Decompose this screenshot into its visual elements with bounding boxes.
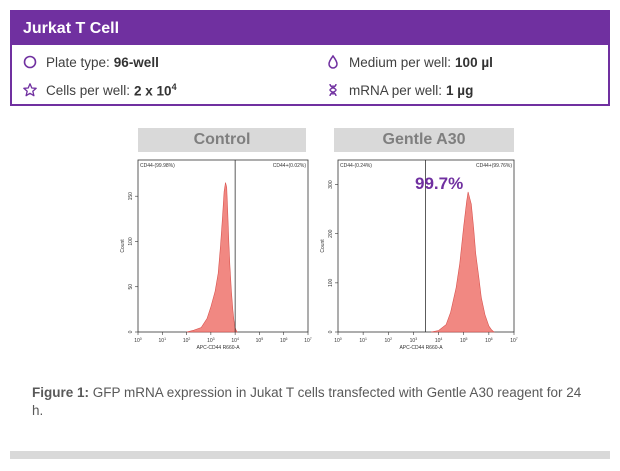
info-card: Jurkat T Cell Plate type: 96-well Medium… (10, 10, 610, 106)
mrna-item: mRNA per well: 1 µg (325, 82, 473, 98)
chart-2-x-tick-base-0: 10 (334, 338, 340, 344)
chart-1-x-tick-label-2: 102 (183, 337, 191, 344)
chart-2-x-tick-base-6: 10 (485, 338, 491, 344)
cells-value-base: 2 x 10 (134, 83, 172, 99)
chart-2-x-tick-exp-3: 3 (415, 337, 417, 341)
plate-type-label: Plate type: (46, 54, 110, 70)
droplet-icon (325, 54, 341, 70)
chart-2-x-tick-exp-6: 6 (491, 337, 493, 341)
chart-2-x-tick-exp-1: 1 (365, 337, 367, 341)
chart-2-x-tick-label-0: 100 (334, 337, 342, 344)
chart-2-y-tick-label-3: 300 (328, 180, 334, 189)
chart-1-x-tick-exp-5: 5 (261, 337, 263, 341)
medium-item: Medium per well: 100 µl (325, 54, 493, 70)
chart-2-x-tick-base-2: 10 (385, 338, 391, 344)
chart-2-x-tick-label-3: 103 (410, 337, 418, 344)
chart-1-x-tick-label-3: 103 (207, 337, 215, 344)
chart-2-x-tick-label-6: 106 (485, 337, 493, 344)
chart-1-x-tick-label-5: 105 (256, 337, 264, 344)
chart-1-y-tick-label-0: 0 (128, 330, 134, 333)
panel-label-gentle-a30: Gentle A30 (334, 128, 514, 152)
footer-bar (10, 451, 610, 459)
chart-2-gate-label-left: CD44-(0.24%) (340, 163, 372, 169)
chart-1-gate-label-right: CD44+(0.02%) (273, 163, 307, 169)
chart-2-x-tick-exp-4: 4 (440, 337, 442, 341)
chart-1-x-tick-base-7: 10 (304, 338, 310, 344)
chart-1-x-tick-label-1: 101 (159, 337, 167, 344)
chart-2-percent-label: 99.7% (415, 174, 463, 193)
mrna-value: 1 µg (446, 82, 474, 98)
chart-1-histogram (186, 182, 238, 333)
caption-prefix: Figure 1: (32, 385, 90, 400)
chart-1-x-tick-exp-4: 4 (237, 337, 239, 341)
chart-1-x-tick-label-6: 106 (280, 337, 288, 344)
chart-2-x-tick-base-3: 10 (410, 338, 416, 344)
chart-2-x-tick-exp-2: 2 (390, 337, 392, 341)
chart-1-x-tick-exp-6: 6 (286, 337, 288, 341)
chart-1-x-tick-base-2: 10 (183, 338, 189, 344)
chart-2-x-tick-label-7: 107 (510, 337, 518, 344)
chart-1-y-tick-label-2: 100 (128, 237, 134, 246)
chart-1-y-tick-label-3: 150 (128, 192, 134, 201)
chart-1-y-tick-label-1: 50 (128, 284, 134, 290)
chart-1-x-tick-base-3: 10 (207, 338, 213, 344)
chart-1-x-tick-exp-3: 3 (213, 337, 215, 341)
cells-value-exp: 4 (171, 82, 177, 92)
chart-2-x-tick-label-2: 102 (385, 337, 393, 344)
chart-2-y-axis-label: Count (320, 239, 326, 253)
chart-2-x-tick-label-5: 105 (460, 337, 468, 344)
star-icon (22, 82, 38, 98)
chart-2-y-tick-label-2: 200 (328, 229, 334, 238)
chart-1-x-tick-base-0: 10 (134, 338, 140, 344)
chart-1-y-axis-label: Count (120, 239, 126, 253)
chart-2-histogram (430, 191, 495, 333)
chart-2-y-tick-label-1: 100 (328, 278, 334, 287)
chart-2-x-tick-base-5: 10 (460, 338, 466, 344)
chart-2-x-tick-base-7: 10 (510, 338, 516, 344)
dna-icon (325, 82, 341, 98)
chart-2-x-tick-base-1: 10 (359, 338, 365, 344)
mrna-label: mRNA per well: (349, 82, 443, 98)
circle-icon (22, 54, 38, 70)
chart-2-gate-label-right: CD44+(99.76%) (476, 163, 512, 169)
chart-2-x-tick-exp-7: 7 (516, 337, 518, 341)
chart-2-x-tick-base-4: 10 (435, 338, 441, 344)
chart-2-x-tick-label-4: 104 (435, 337, 443, 344)
chart-1-x-tick-exp-2: 2 (188, 337, 190, 341)
chart-1-x-tick-base-6: 10 (280, 338, 286, 344)
chart-1-x-tick-label-4: 104 (231, 337, 239, 344)
chart-1-x-tick-exp-7: 7 (310, 337, 312, 341)
cells-label: Cells per well: (46, 82, 131, 98)
chart-1-x-tick-base-1: 10 (159, 338, 165, 344)
chart-2-x-tick-label-1: 101 (359, 337, 367, 344)
chart-1-x-tick-base-5: 10 (256, 338, 262, 344)
medium-value: 100 µl (455, 54, 493, 70)
plate-type-value: 96-well (113, 54, 159, 70)
chart-2-x-axis-label: APC-CD44 R660-A (399, 345, 443, 351)
chart-1-x-tick-exp-1: 1 (164, 337, 166, 341)
chart-2-y-tick-label-0: 0 (328, 330, 334, 333)
chart-1-x-axis-label: APC-CD44 R660-A (196, 345, 240, 351)
chart-2-plot-frame (337, 159, 515, 333)
chart-1-gate-label-left: CD44-(99.98%) (140, 163, 175, 169)
cells-value: 2 x 104 (134, 82, 177, 99)
chart-1-x-tick-exp-0: 0 (140, 337, 142, 341)
chart-1-x-tick-base-4: 10 (231, 338, 237, 344)
medium-label: Medium per well: (349, 54, 452, 70)
chart-1-x-tick-label-7: 107 (304, 337, 312, 344)
figure-caption: Figure 1: GFP mRNA expression in Jukat T… (32, 384, 592, 420)
chart-2-x-tick-exp-0: 0 (340, 337, 342, 341)
cells-item: Cells per well: 2 x 104 (22, 82, 177, 99)
chart-2-x-tick-exp-5: 5 (466, 337, 468, 341)
card-title: Jurkat T Cell (12, 12, 608, 45)
plate-type-item: Plate type: 96-well (22, 54, 159, 70)
caption-text: GFP mRNA expression in Jukat T cells tra… (32, 385, 582, 418)
panel-label-control: Control (138, 128, 306, 152)
chart-1-x-tick-label-0: 100 (134, 337, 142, 344)
